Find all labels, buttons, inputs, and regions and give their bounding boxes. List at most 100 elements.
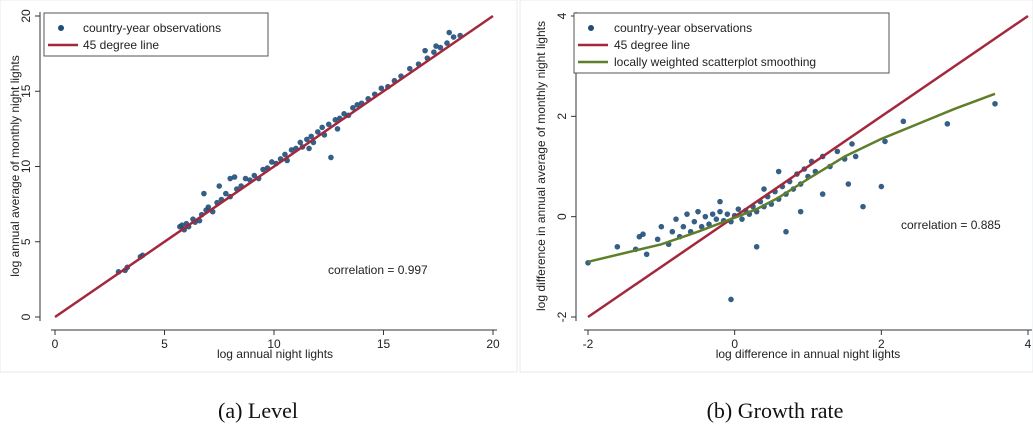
data-point — [354, 101, 361, 108]
legend-marker-observations — [58, 25, 64, 31]
data-point — [709, 211, 716, 217]
legend-label-45-degree: 45 degree line — [83, 38, 159, 52]
data-point — [282, 151, 288, 158]
legend-label-observations: country-year observations — [614, 21, 752, 35]
y-tick-label: 2 — [555, 113, 569, 120]
data-point — [724, 211, 731, 217]
data-point — [437, 44, 444, 51]
data-point — [315, 129, 321, 135]
data-point — [325, 121, 332, 128]
data-point — [332, 117, 339, 123]
data-point — [433, 43, 439, 49]
data-point — [658, 223, 665, 230]
y-axis-label: log difference in annual average of mont… — [534, 21, 548, 311]
data-point — [783, 228, 789, 235]
y-tick-label: 5 — [19, 238, 33, 245]
x-tick-label: 20 — [486, 337, 500, 351]
data-point — [216, 183, 223, 189]
data-point — [849, 141, 855, 147]
x-tick-label: 2 — [878, 337, 885, 351]
data-point — [702, 213, 709, 220]
legend-marker-observations — [588, 25, 594, 31]
data-point — [297, 139, 304, 146]
data-point — [654, 236, 661, 243]
data-point — [706, 221, 712, 227]
data-point — [739, 216, 745, 222]
data-point — [431, 49, 437, 55]
legend: country-year observations 45 degree line — [43, 12, 269, 57]
x-tick-label: 4 — [1025, 337, 1032, 351]
line-45-degree — [587, 14, 1029, 319]
data-point — [406, 65, 413, 72]
chart-growth-rate: -2 0 2 4 -2 0 2 4 log difference in annual aver… — [519, 0, 1033, 423]
data-point — [900, 118, 907, 125]
data-point — [761, 186, 767, 192]
x-tick-label: 0 — [731, 337, 738, 351]
data-point — [691, 218, 698, 225]
data-point — [205, 204, 212, 210]
data-point — [775, 168, 782, 175]
x-tick-label: 15 — [377, 337, 391, 351]
y-axis-label: log annual average of monthly night ligh… — [8, 55, 22, 276]
data-point — [306, 145, 312, 152]
data-point — [260, 166, 266, 173]
data-point — [673, 216, 679, 222]
x-axis-label: log difference in annual night lights — [716, 347, 901, 361]
data-point — [944, 121, 951, 127]
data-point — [860, 203, 866, 210]
data-point — [378, 85, 385, 92]
legend: country-year observations 45 degree line… — [573, 12, 890, 74]
chart-level: 0 5 10 15 20 0 5 10 15 20 log annual average of m… — [0, 0, 518, 423]
x-tick-label: 10 — [267, 337, 281, 351]
y-tick-label: 4 — [555, 12, 569, 19]
data-point — [717, 208, 723, 215]
data-point — [735, 206, 742, 212]
data-point — [992, 100, 998, 107]
data-point — [669, 228, 676, 235]
data-point — [350, 105, 356, 111]
data-point — [251, 172, 258, 179]
data-point — [334, 126, 341, 132]
y-tick-label: 20 — [19, 9, 33, 23]
y-tick-label: 0 — [555, 213, 569, 220]
data-point — [882, 138, 888, 145]
data-point — [728, 296, 734, 303]
data-point — [201, 190, 207, 197]
data-point — [319, 124, 325, 131]
data-point — [422, 47, 428, 54]
data-point — [269, 159, 275, 165]
data-point — [797, 208, 804, 215]
data-point — [695, 208, 701, 215]
data-point — [698, 223, 705, 230]
data-point — [179, 222, 185, 228]
data-point — [717, 198, 723, 205]
data-point — [304, 136, 310, 143]
data-point — [845, 181, 852, 187]
data-point — [819, 191, 826, 197]
panel-caption: (b) Growth rate — [707, 398, 844, 423]
data-point — [328, 154, 334, 161]
correlation-annotation: correlation = 0.997 — [328, 263, 428, 277]
data-point — [288, 147, 295, 153]
data-point — [713, 216, 720, 222]
y-tick-label: 15 — [19, 84, 33, 98]
data-point — [444, 40, 450, 46]
y-tick-label: 10 — [19, 160, 33, 174]
x-tick-label: -2 — [583, 337, 594, 351]
legend-box — [573, 12, 890, 74]
data-point — [450, 34, 457, 40]
legend-label-lowess: locally weighted scatterplot smoothing — [614, 55, 816, 69]
data-point — [614, 243, 621, 250]
data-point — [643, 251, 650, 258]
data-point — [223, 190, 229, 197]
data-point — [852, 153, 859, 160]
data-point — [834, 148, 841, 155]
data-point — [684, 211, 690, 217]
line-45-degree — [54, 14, 494, 319]
correlation-annotation: correlation = 0.885 — [901, 218, 1001, 232]
legend-box — [43, 12, 269, 57]
data-point — [227, 175, 233, 182]
data-point — [446, 29, 453, 36]
data-point — [242, 175, 249, 182]
